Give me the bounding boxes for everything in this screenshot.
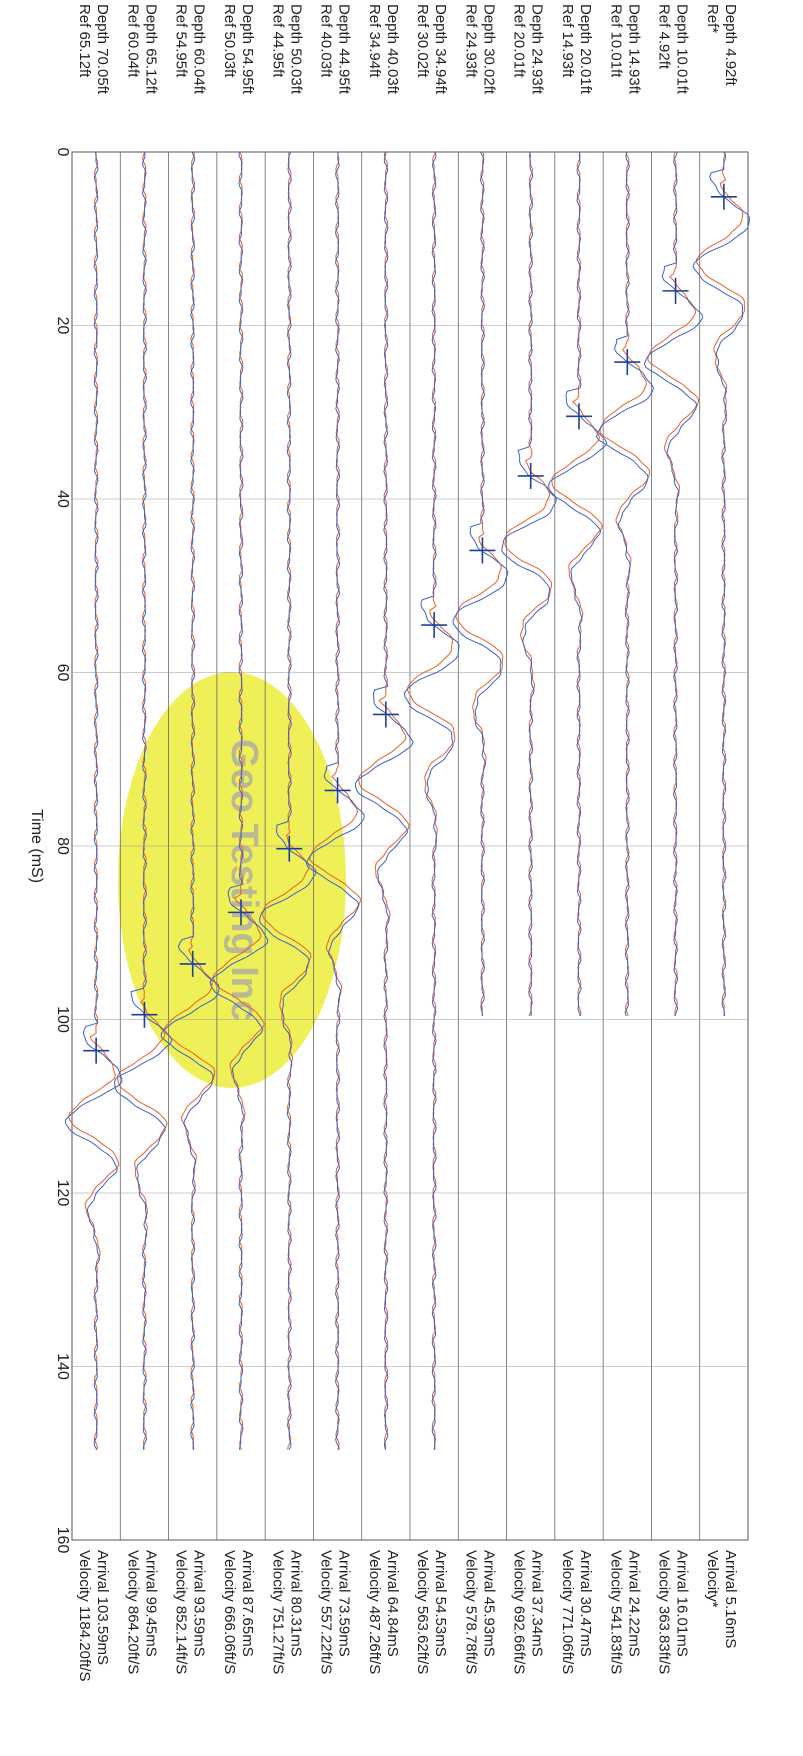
trace-reference-waveform bbox=[599, 151, 651, 1017]
trace-reference-waveform bbox=[455, 151, 504, 1017]
trace-ref-label: Ref 60.04ft bbox=[124, 4, 141, 78]
trace-velocity-label: Velocity 666.06ft/S bbox=[221, 1550, 238, 1674]
trace-depth-waveform bbox=[403, 151, 460, 1450]
time-tick-label: 140 bbox=[54, 1353, 71, 1380]
trace-depth-waveform bbox=[595, 151, 654, 1017]
trace-arrival-label: Arrival 54.53mS bbox=[432, 1550, 449, 1657]
trace-arrival-label: Arrival 5.16mS bbox=[722, 1550, 739, 1648]
trace-velocity-label: Velocity 541.83ft/S bbox=[607, 1550, 624, 1674]
trace-depth-label: Depth 14.93ft bbox=[625, 4, 642, 95]
trace-velocity-label: Velocity 1184.20ft/S bbox=[76, 1550, 93, 1681]
trace-depth-waveform bbox=[113, 151, 173, 1450]
trace-depth-waveform bbox=[643, 151, 703, 1017]
trace-arrival-label: Arrival 99.45mS bbox=[142, 1550, 159, 1657]
trace-arrival-label: Arrival 87.65mS bbox=[239, 1550, 256, 1657]
trace-ref-label: Ref 40.03ft bbox=[318, 4, 335, 78]
trace-velocity-label: Velocity 852.14ft/S bbox=[173, 1550, 190, 1674]
trace-reference-waveform bbox=[406, 151, 456, 1450]
trace-arrival-label: Arrival 24.22mS bbox=[625, 1550, 642, 1657]
trace-depth-label: Depth 54.95ft bbox=[239, 4, 256, 95]
trace-ref-label: Ref 24.93ft bbox=[462, 4, 479, 78]
trace-velocity-label: Velocity 692.66ft/S bbox=[511, 1550, 528, 1674]
trace-velocity-label: Velocity 751.27ft/S bbox=[269, 1550, 286, 1674]
chart-labels: 0 20 40 60 80 100 120 140 160 Time (mS) Depth 4.92… bbox=[28, 4, 739, 1681]
trace-depth-label: Depth 65.12ft bbox=[142, 4, 159, 95]
trace-velocity-label: Velocity 363.83ft/S bbox=[656, 1550, 673, 1674]
trace-depth-label: Depth 24.93ft bbox=[529, 4, 546, 95]
trace-reference-waveform bbox=[695, 151, 745, 1017]
trace-arrival-label: Arrival 93.59mS bbox=[191, 1550, 208, 1657]
trace-depth-label: Depth 44.95ft bbox=[336, 4, 353, 95]
time-tick-label: 0 bbox=[54, 148, 71, 157]
trace-ref-label: Ref 10.01ft bbox=[607, 4, 624, 78]
trace-velocity-label: Velocity 563.62ft/S bbox=[414, 1550, 431, 1674]
trace-ref-label: Ref 34.94ft bbox=[366, 4, 383, 78]
trace-depth-label: Depth 70.05ft bbox=[94, 4, 111, 95]
trace-depth-waveform bbox=[64, 151, 123, 1451]
trace-depth-waveform bbox=[548, 151, 608, 1017]
trace-depth-label: Depth 10.01ft bbox=[674, 4, 691, 95]
time-tick-label: 160 bbox=[54, 1527, 71, 1554]
trace-ref-label: Ref 54.95ft bbox=[173, 4, 190, 78]
trace-depth-label: Depth 60.04ft bbox=[191, 4, 208, 95]
trace-arrival-label: Arrival 37.34mS bbox=[529, 1550, 546, 1657]
trace-velocity-label: Velocity 864.20ft/S bbox=[124, 1550, 141, 1674]
trace-depth-label: Depth 30.02ft bbox=[480, 4, 497, 95]
trace-arrival-label: Arrival 103.59mS bbox=[94, 1550, 111, 1665]
trace-depth-label: Depth 50.03ft bbox=[287, 4, 304, 95]
trace-ref-label: Ref 20.01ft bbox=[511, 4, 528, 78]
trace-arrival-label: Arrival 64.84mS bbox=[384, 1550, 401, 1657]
time-tick-label: 40 bbox=[54, 490, 71, 508]
trace-depth-label: Depth 34.94ft bbox=[432, 4, 449, 95]
trace-reference-waveform bbox=[67, 151, 120, 1450]
trace-reference-waveform bbox=[504, 151, 553, 1017]
trace-depth-waveform bbox=[354, 151, 414, 1450]
trace-velocity-label: Velocity* bbox=[704, 1550, 721, 1608]
trace-ref-label: Ref 44.95ft bbox=[269, 4, 286, 78]
trace-ref-label: Ref* bbox=[704, 4, 721, 33]
chart-grid bbox=[71, 151, 749, 1541]
trace-velocity-label: Velocity 578.78ft/S bbox=[462, 1550, 479, 1674]
time-tick-label: 20 bbox=[54, 317, 71, 335]
trace-ref-label: Ref 30.02ft bbox=[414, 4, 431, 78]
trace-ref-label: Ref 65.12ft bbox=[76, 4, 93, 78]
trace-arrival-label: Arrival 73.59mS bbox=[336, 1550, 353, 1657]
time-tick-label: 80 bbox=[54, 837, 71, 855]
time-tick-label: 120 bbox=[54, 1180, 71, 1207]
time-tick-label: 60 bbox=[54, 664, 71, 682]
trace-ref-label: Ref 50.03ft bbox=[221, 4, 238, 78]
trace-depth-waveform bbox=[501, 151, 557, 1017]
trace-arrival-label: Arrival 30.47mS bbox=[577, 1550, 594, 1657]
trace-reference-waveform bbox=[358, 151, 410, 1450]
trace-depth-label: Depth 40.03ft bbox=[384, 4, 401, 95]
trace-velocity-label: Velocity 557.22ft/S bbox=[318, 1550, 335, 1674]
arrival-markers bbox=[83, 183, 737, 1064]
trace-depth-waveform bbox=[305, 151, 365, 1450]
trace-depth-waveform bbox=[259, 151, 317, 1451]
trace-ref-label: Ref 4.92ft bbox=[656, 4, 673, 70]
trace-arrival-label: Arrival 80.31mS bbox=[287, 1550, 304, 1657]
trace-depth-waveform bbox=[692, 151, 750, 1017]
trace-series bbox=[64, 151, 750, 1451]
trace-reference-waveform bbox=[117, 151, 168, 1450]
trace-arrival-label: Arrival 45.93mS bbox=[480, 1550, 497, 1657]
trace-velocity-label: Velocity 771.06ft/S bbox=[559, 1550, 576, 1674]
trace-depth-label: Depth 4.92ft bbox=[722, 4, 739, 87]
trace-velocity-label: Velocity 487.26ft/S bbox=[366, 1550, 383, 1674]
trace-depth-label: Depth 20.01ft bbox=[577, 4, 594, 95]
trace-depth-waveform bbox=[209, 151, 269, 1450]
trace-ref-label: Ref 14.93ft bbox=[559, 4, 576, 78]
time-axis-title: Time (mS) bbox=[28, 809, 45, 883]
trace-reference-waveform bbox=[551, 151, 603, 1017]
trace-depth-waveform bbox=[160, 151, 220, 1450]
trace-arrival-label: Arrival 16.01mS bbox=[674, 1550, 691, 1657]
time-tick-label: 100 bbox=[54, 1006, 71, 1033]
watermark-text: Geo Testing Inc bbox=[223, 739, 265, 1021]
trace-reference-waveform bbox=[647, 151, 699, 1017]
trace-depth-waveform bbox=[452, 151, 509, 1017]
